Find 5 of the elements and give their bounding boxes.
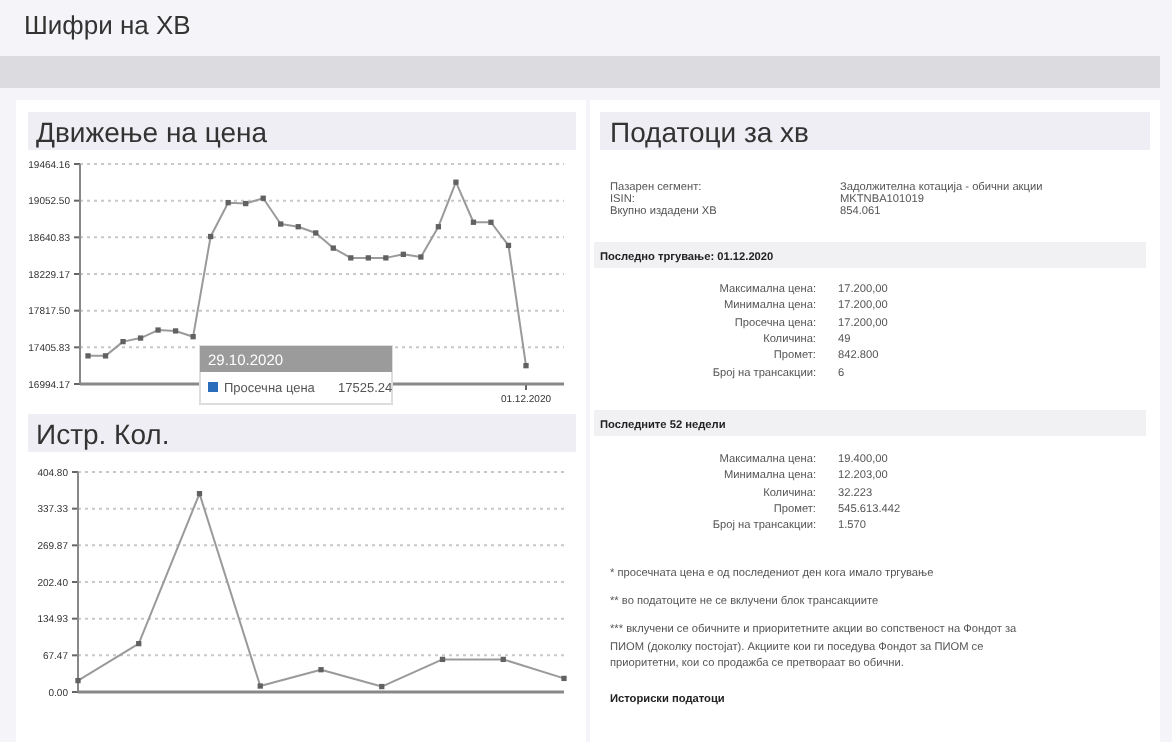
chart-title: Истр. Кол. xyxy=(36,418,170,450)
text: Шифри на ХВ xyxy=(24,10,191,40)
text: Податоци за хв xyxy=(610,116,809,148)
line-series xyxy=(85,179,529,369)
chart-title: Движење на цена xyxy=(36,116,268,148)
